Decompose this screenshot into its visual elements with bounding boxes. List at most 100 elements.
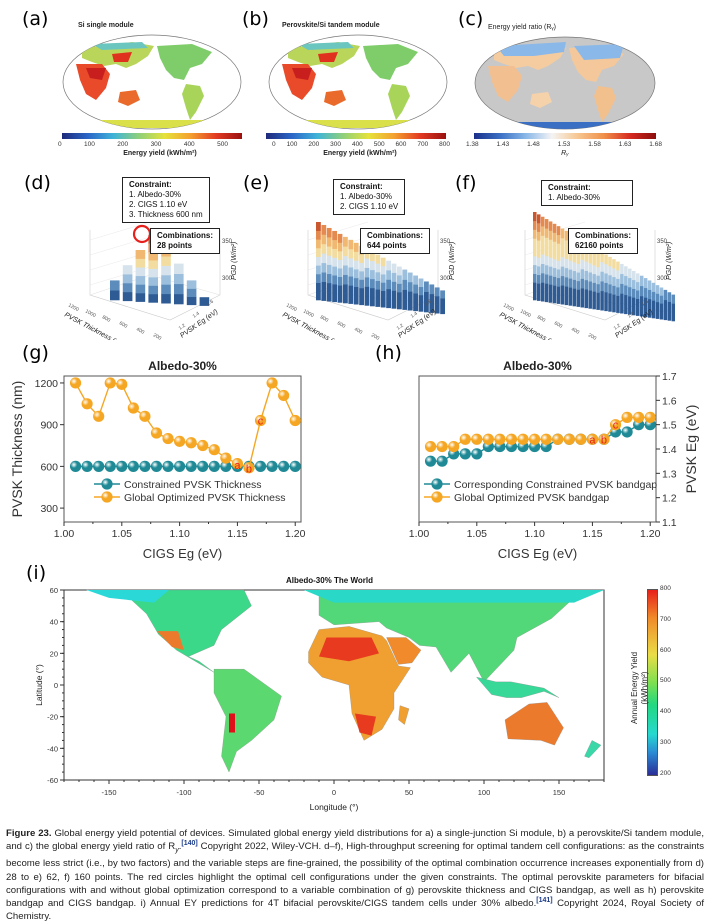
bar-segment xyxy=(568,287,573,297)
bar-segment xyxy=(161,293,171,304)
bar-segment xyxy=(413,284,418,294)
data-point-global xyxy=(609,419,622,431)
bar-segment xyxy=(556,243,561,253)
cool-band-alaska xyxy=(86,590,169,603)
constraint-title: Constraint: xyxy=(548,183,591,192)
x-tick-label: -150 xyxy=(101,788,116,797)
constraint-2: 2. CIGS 1.10 eV xyxy=(129,200,188,209)
bar-segment xyxy=(332,284,337,294)
tick: 700 xyxy=(417,141,429,148)
bar-segment xyxy=(359,279,364,289)
bar-segment xyxy=(548,230,553,240)
bar-segment xyxy=(568,251,573,261)
bar-segment xyxy=(375,272,381,281)
bar-segment xyxy=(604,292,608,302)
landmass-new-zealand xyxy=(584,740,602,759)
x-axis-label: CIGS Eg (eV) xyxy=(498,546,577,561)
constraint-1: 1. Albedo-30% xyxy=(548,193,601,202)
tick: 0 xyxy=(58,141,62,148)
bar-segment xyxy=(407,281,413,292)
landmass-south-america xyxy=(213,669,282,773)
tick: 300 xyxy=(150,141,162,148)
x-tick: 400 xyxy=(353,326,363,335)
bar-segment xyxy=(353,251,359,261)
tick: 500 xyxy=(660,677,671,685)
bar-segment xyxy=(413,275,418,285)
bar-segment xyxy=(540,282,545,293)
bar-segment xyxy=(572,288,577,298)
bar-segment xyxy=(655,293,660,303)
bar-segment xyxy=(659,303,664,312)
data-point-global xyxy=(81,398,93,410)
bar-segment xyxy=(391,263,397,273)
chart-title: Albedo-30% xyxy=(503,359,572,373)
constraint-3: 3. Thickness 600 nm xyxy=(129,210,203,219)
bar-segment xyxy=(568,260,573,270)
data-point-constrained xyxy=(254,460,267,472)
bar-segment xyxy=(321,243,327,254)
data-point-constrained xyxy=(471,448,483,460)
bar-segment xyxy=(122,283,133,293)
bar-segment xyxy=(580,268,585,279)
combinations-box-d: Combinations: 28 points xyxy=(150,228,220,254)
bar-segment xyxy=(391,299,397,309)
bar-segment xyxy=(540,216,545,227)
bar-segment xyxy=(612,285,616,295)
tick: 800 xyxy=(439,141,450,148)
bar-segment xyxy=(659,287,664,296)
bar-segment xyxy=(375,289,381,299)
bar-segment xyxy=(364,267,370,278)
bar-segment xyxy=(161,275,171,285)
data-point-global xyxy=(289,414,301,427)
bar-segment xyxy=(148,268,158,278)
bar-segment xyxy=(639,306,644,317)
colorbar-label-a: Energy yield (kWh/m²) xyxy=(123,150,197,157)
data-point-global xyxy=(644,411,656,423)
bar-segment xyxy=(635,290,640,300)
bar-segment xyxy=(544,265,549,275)
bar-segment xyxy=(552,259,557,269)
data-point-global xyxy=(93,410,105,422)
bar-segment xyxy=(533,282,537,292)
bar-segment xyxy=(596,249,600,259)
bar-segment xyxy=(588,281,592,291)
bar-segment xyxy=(552,276,557,286)
landmass-europe-asia xyxy=(318,589,605,683)
bar-segment xyxy=(326,264,332,275)
bar-segment xyxy=(651,300,656,310)
data-point-constrained xyxy=(162,460,174,472)
bar-segment xyxy=(533,264,537,274)
bar-segment xyxy=(122,274,133,284)
bar-segment xyxy=(343,246,348,257)
bar-segment xyxy=(540,273,545,283)
hot-spot-southern-africa xyxy=(355,713,376,736)
world-map-b xyxy=(268,34,448,130)
continent-antarctica xyxy=(288,120,428,128)
bar-segment xyxy=(560,228,565,239)
y-tick-label: 1.7 xyxy=(662,371,677,383)
low-ratio-region xyxy=(574,44,624,60)
bar-segment xyxy=(568,296,573,306)
bar-segment xyxy=(413,293,418,303)
x-tick: 800 xyxy=(536,314,546,323)
x-tick: 200 xyxy=(370,332,380,340)
data-point-global xyxy=(552,433,564,445)
hot-spot-mexico xyxy=(157,631,184,651)
x-tick-label: -50 xyxy=(254,788,265,797)
bar-segment xyxy=(343,236,348,247)
z-tick: 350 xyxy=(657,239,668,245)
panel-label-f: (f) xyxy=(455,172,477,194)
bar-segment xyxy=(199,297,210,306)
y-tick-label: 1.2 xyxy=(662,493,677,505)
constraint-box-f: Constraint: 1. Albedo-30% xyxy=(541,180,633,206)
panel-label-i: (i) xyxy=(26,562,47,584)
x-tick: 600 xyxy=(553,320,563,329)
bar-segment xyxy=(592,256,596,266)
bar-segment xyxy=(370,296,375,307)
y-tick: 1.6 xyxy=(206,299,215,308)
bar-segment xyxy=(564,295,569,306)
panel-label-d: (d) xyxy=(24,172,51,194)
bar-segment xyxy=(397,292,402,301)
bar-segment xyxy=(321,272,327,282)
bar-segment xyxy=(148,277,158,286)
